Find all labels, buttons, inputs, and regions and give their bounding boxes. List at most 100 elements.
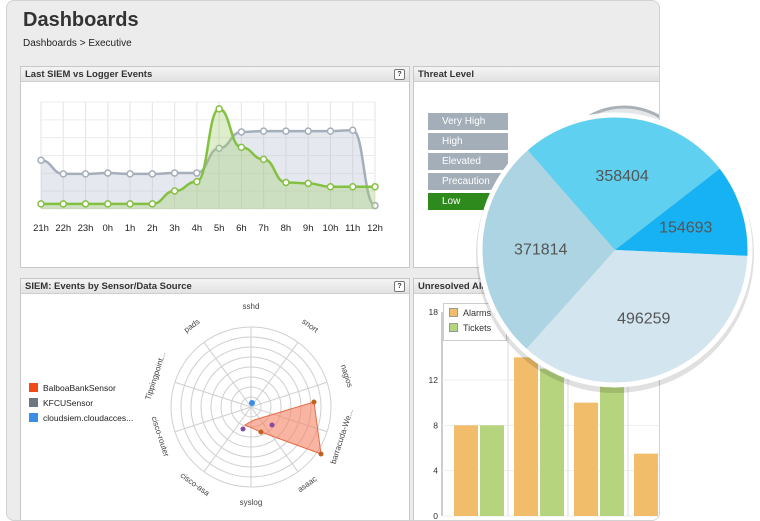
bar[interactable]: [540, 368, 564, 516]
legend-item[interactable]: BalboaBankSensor: [29, 383, 116, 394]
data-point[interactable]: [258, 429, 264, 435]
data-point[interactable]: [311, 399, 317, 405]
data-point[interactable]: [148, 200, 157, 208]
data-point[interactable]: [215, 105, 223, 113]
data-point[interactable]: [249, 400, 255, 406]
y-tick-label: 12: [429, 375, 439, 385]
data-point[interactable]: [215, 144, 223, 152]
data-point[interactable]: [59, 200, 68, 208]
data-point[interactable]: [304, 127, 312, 135]
radar-spoke: [203, 341, 252, 408]
bar[interactable]: [514, 357, 538, 516]
line-chart: 21h 22h 23h 0h 1h 2h 3h 4h 5h 6h 7h 8h 9h 10h 11h 12h: [33, 101, 383, 234]
data-point[interactable]: [318, 451, 324, 457]
legend-swatch: [29, 413, 38, 422]
pie-value-label: 496259: [617, 310, 670, 327]
data-point[interactable]: [371, 182, 379, 191]
data-point[interactable]: [104, 200, 112, 208]
data-point[interactable]: [259, 155, 268, 164]
data-point[interactable]: [126, 200, 134, 208]
data-point[interactable]: [81, 170, 90, 178]
legend-label: BalboaBankSensor: [43, 383, 116, 393]
data-point[interactable]: [348, 182, 357, 191]
data-point[interactable]: [282, 127, 290, 135]
data-point[interactable]: [240, 426, 246, 432]
radar-axis-label: nagios: [339, 363, 355, 388]
data-point[interactable]: [37, 156, 45, 164]
data-point[interactable]: [237, 143, 246, 152]
threat-level-precaution[interactable]: Precaution: [428, 173, 508, 190]
data-point[interactable]: [371, 201, 379, 210]
panel-title: Threat Level: [418, 69, 474, 80]
pie-value-label: 154693: [659, 220, 712, 237]
data-point[interactable]: [193, 169, 201, 177]
bar[interactable]: [454, 425, 478, 516]
data-point[interactable]: [59, 170, 68, 178]
legend-label: Tickets: [463, 323, 492, 333]
help-button[interactable]: ?: [394, 69, 405, 80]
radar-chart: sshd snort nagios barracuda-We... asaac syslo…: [143, 302, 355, 507]
threat-level-very-high[interactable]: Very High: [428, 113, 508, 130]
data-point[interactable]: [37, 200, 45, 208]
bar[interactable]: [480, 425, 504, 516]
panel-title: Unresolved Ala: [418, 281, 487, 292]
x-tick-label: 11h: [345, 223, 360, 234]
data-point[interactable]: [237, 128, 246, 136]
radar-axis-label: snort: [300, 317, 320, 335]
series-area: [41, 130, 375, 209]
y-tick-label: 0: [433, 511, 438, 520]
x-tick-label: 12h: [367, 223, 383, 234]
legend-item[interactable]: Alarms: [444, 306, 506, 321]
panel-header: SIEM: Events by Sensor/Data Source ?: [21, 279, 409, 294]
data-point[interactable]: [126, 170, 134, 178]
pie-slice[interactable]: [480, 148, 615, 351]
pie-value-label: 358404: [595, 168, 648, 185]
data-point[interactable]: [193, 177, 201, 186]
legend-label: Alarms: [463, 308, 492, 318]
radar-axis-label: syslog: [240, 498, 263, 507]
series-line: [40, 128, 376, 207]
bar[interactable]: [634, 453, 658, 516]
data-point[interactable]: [170, 169, 179, 177]
data-point[interactable]: [304, 179, 312, 188]
data-point[interactable]: [348, 126, 357, 134]
pie-slice[interactable]: [526, 115, 722, 250]
data-point[interactable]: [259, 127, 268, 135]
series-line: [41, 107, 375, 206]
page-title: Dashboards: [23, 9, 139, 31]
legend-item[interactable]: Tickets: [444, 321, 506, 336]
data-point[interactable]: [104, 169, 112, 177]
data-point[interactable]: [148, 170, 157, 178]
legend-swatch: [29, 398, 38, 407]
y-tick-label: 18: [429, 307, 439, 317]
threat-level-high[interactable]: High: [428, 133, 508, 150]
help-button[interactable]: ?: [394, 281, 405, 292]
data-point[interactable]: [170, 187, 179, 195]
x-tick-label: 1h: [125, 223, 136, 234]
threat-level-elevated[interactable]: Elevated: [428, 153, 508, 170]
radar-spoke: [250, 381, 328, 408]
data-point[interactable]: [81, 200, 90, 208]
siem-logger-panel: Last SIEM vs Logger Events ? 21h 22h 23h 0h…: [20, 66, 410, 268]
radar-spoke: [203, 406, 252, 473]
data-point[interactable]: [326, 182, 335, 191]
pie-slice[interactable]: [524, 250, 750, 385]
x-tick-label: 9h: [303, 223, 314, 234]
data-point[interactable]: [269, 422, 275, 428]
data-point[interactable]: [326, 127, 335, 135]
breadcrumb[interactable]: Dashboards > Executive: [23, 38, 132, 49]
y-tick-label: 4: [433, 466, 438, 476]
x-tick-label: 5h: [214, 223, 225, 234]
data-point[interactable]: [282, 178, 290, 187]
radar-axis-label: cisco-router: [149, 415, 171, 458]
radar-axis-label: sshd: [243, 302, 260, 311]
legend-item[interactable]: cloudsiem.cloudacces...: [29, 413, 133, 424]
bar[interactable]: [600, 380, 624, 516]
legend-item[interactable]: KFCUSensor: [29, 398, 93, 409]
bar[interactable]: [574, 402, 598, 516]
magnified-pie-chart: 358404 154693 496259 371814: [476, 112, 754, 393]
pie-slice[interactable]: [615, 167, 750, 256]
x-tick-label: 3h: [169, 223, 180, 234]
series-area: [41, 108, 375, 209]
x-tick-label: 8h: [281, 223, 292, 234]
